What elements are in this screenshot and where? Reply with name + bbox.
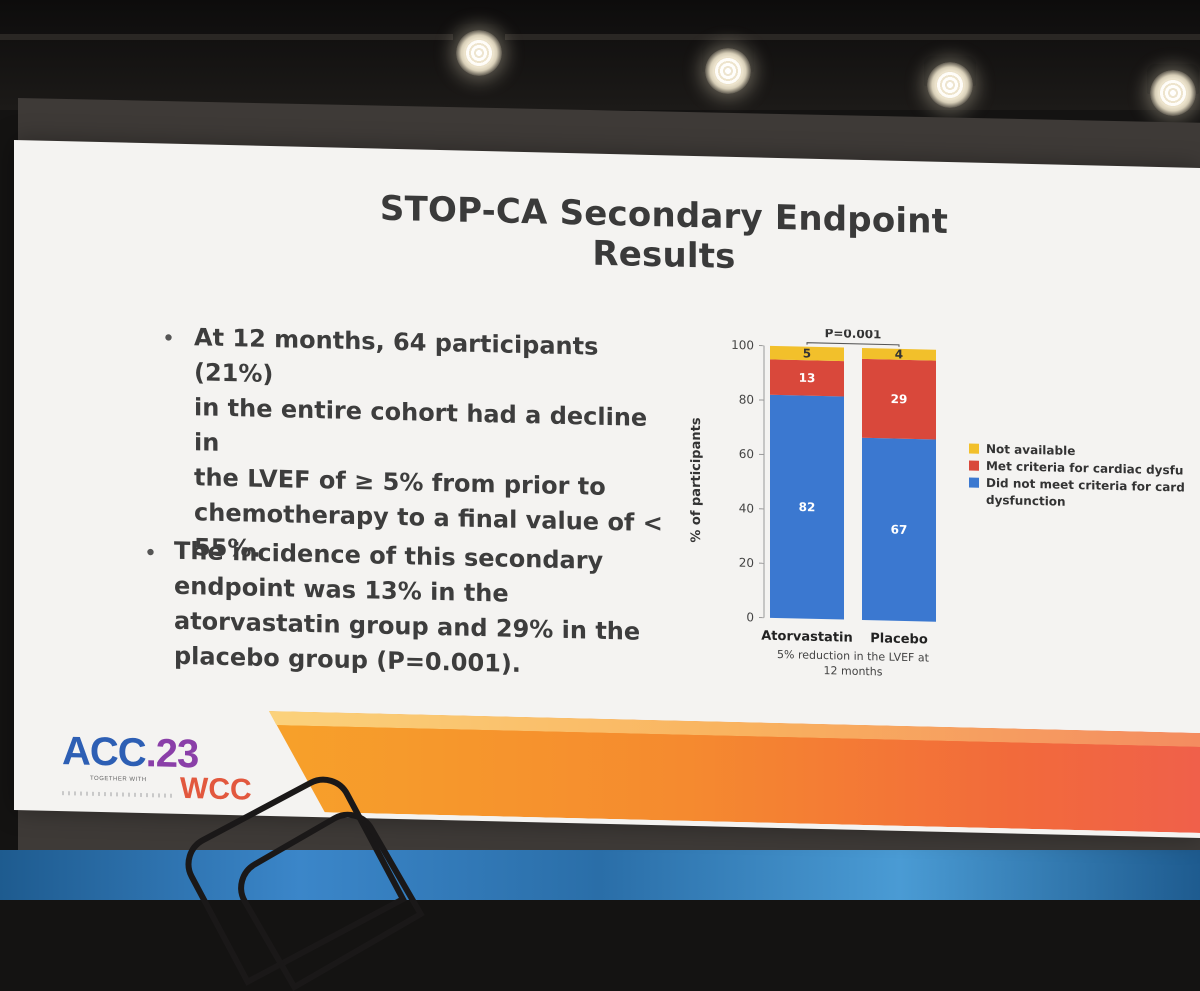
acc-wcc-logo: ACC.23 TOGETHER WITH WCC bbox=[62, 729, 282, 808]
y-tick-label: 80 bbox=[739, 392, 754, 406]
y-tick-label: 20 bbox=[739, 556, 754, 570]
legend-swatch bbox=[969, 461, 979, 471]
legend-label: Met criteria for cardiac dysfunction bbox=[986, 459, 1184, 479]
spotlight bbox=[705, 48, 751, 94]
stage-lighting bbox=[0, 850, 1200, 900]
bar-value-label: 13 bbox=[799, 371, 816, 385]
x-category-label: Placebo bbox=[870, 631, 928, 647]
presentation-slide: STOP-CA Secondary Endpoint Results • At … bbox=[14, 140, 1200, 838]
venue-ceiling bbox=[0, 0, 1200, 110]
legend-label: Not available bbox=[986, 442, 1075, 458]
y-axis-label: % of participants bbox=[689, 417, 704, 543]
legend-label: dysfunction bbox=[986, 493, 1066, 509]
bullet-icon: • bbox=[144, 541, 157, 566]
chart-svg: 0 20 40 60 80 100 % of participants 82 13 5 Atorva… bbox=[664, 325, 1184, 717]
y-tick-label: 0 bbox=[746, 610, 754, 624]
bar-value-label: 82 bbox=[799, 500, 816, 514]
y-tick-label: 100 bbox=[731, 338, 754, 353]
spotlight bbox=[1150, 70, 1196, 116]
bullet-line: At 12 months, 64 participants (21%) bbox=[194, 320, 664, 401]
significance-bracket bbox=[807, 343, 899, 347]
bar-value-label: 67 bbox=[891, 523, 908, 537]
logo-dots bbox=[62, 791, 172, 798]
x-axis-subtitle: 5% reduction in the LVEF at bbox=[777, 648, 930, 665]
p-value-annotation: P=0.001 bbox=[825, 326, 882, 341]
logo-tagline: TOGETHER WITH bbox=[90, 776, 147, 783]
spotlight bbox=[456, 30, 502, 76]
logo-acc-text: ACC bbox=[62, 729, 146, 775]
slide-title: STOP-CA Secondary Endpoint Results bbox=[314, 187, 1014, 283]
bar-value-label: 5 bbox=[803, 346, 811, 360]
bar-value-label: 29 bbox=[891, 392, 908, 406]
x-category-label: Atorvastatin bbox=[761, 629, 853, 646]
bar-value-label: 4 bbox=[895, 347, 903, 361]
y-tick-label: 60 bbox=[739, 447, 754, 461]
legend-label: Did not meet criteria for cardiac bbox=[986, 476, 1184, 495]
stacked-bar-chart: 0 20 40 60 80 100 % of participants 82 13 5 Atorva… bbox=[664, 325, 1184, 717]
bullet-icon: • bbox=[162, 326, 175, 351]
y-tick-label: 40 bbox=[739, 501, 754, 515]
spotlight bbox=[927, 62, 973, 108]
bullet-line: in the entire cohort had a decline in bbox=[194, 390, 664, 471]
x-axis-subtitle: 12 months bbox=[824, 664, 883, 678]
lighting-truss bbox=[0, 34, 1200, 40]
legend-swatch bbox=[969, 478, 979, 488]
logo-wcc-text: WCC bbox=[180, 772, 252, 808]
legend-swatch bbox=[969, 444, 979, 454]
logo-year-text: .23 bbox=[146, 731, 199, 776]
